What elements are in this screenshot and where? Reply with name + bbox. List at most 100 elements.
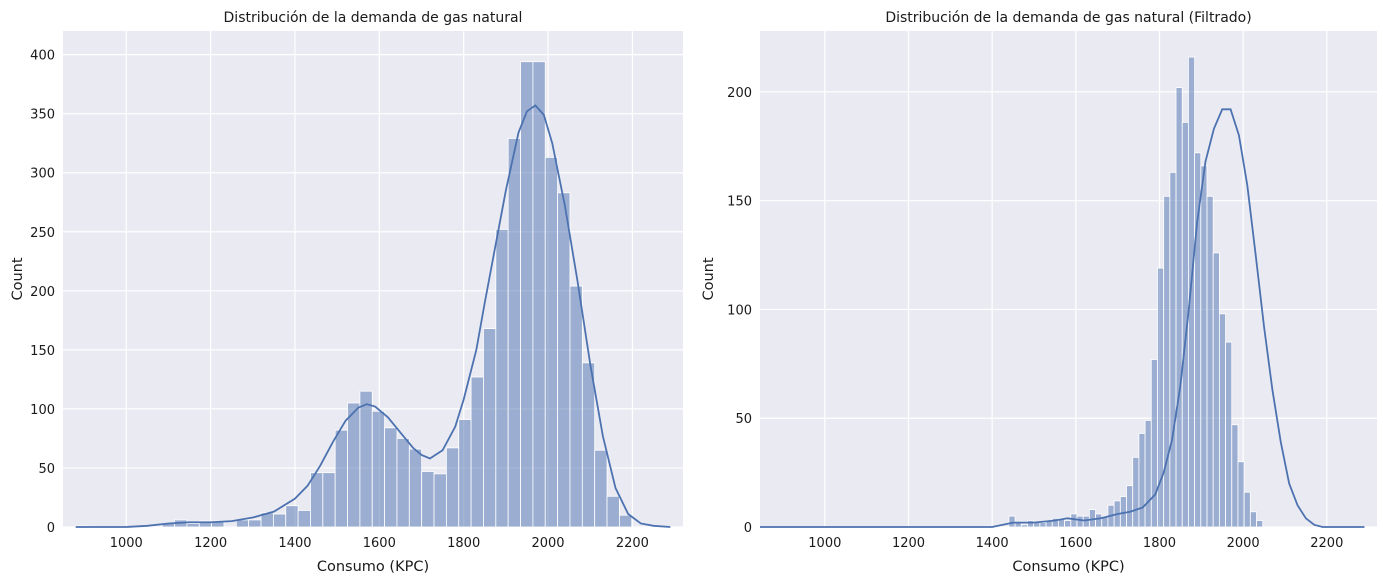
histogram-bar — [495, 228, 509, 528]
x-tick-label: 1000 — [110, 536, 143, 551]
histogram-bar — [594, 449, 608, 528]
y-tick-label: 200 — [30, 285, 55, 300]
histogram-bar — [334, 429, 348, 528]
histogram-bar — [470, 376, 484, 528]
y-tick-label: 100 — [727, 303, 752, 318]
x-tick-label: 1200 — [194, 536, 227, 551]
chart-title: Distribución de la demanda de gas natura… — [224, 10, 523, 26]
y-axis-label: Count — [701, 257, 717, 300]
histogram-bar — [1126, 485, 1134, 528]
histogram-bar — [483, 328, 497, 528]
chart-panel-1: 1000 1200 1400 1600 1800 2000 2200 0 50 100 150 200… — [10, 10, 683, 575]
histogram-bar — [1249, 511, 1257, 528]
histogram-bar — [1138, 433, 1146, 528]
histogram-bar — [1169, 172, 1177, 528]
histogram-bar — [1163, 195, 1171, 528]
histogram-bar — [557, 192, 571, 528]
x-tick-label: 1200 — [892, 536, 925, 551]
histogram-bar — [1144, 420, 1152, 528]
histogram-bar — [408, 448, 423, 528]
histogram-bar — [396, 438, 410, 528]
x-tick-label: 1800 — [447, 536, 480, 551]
y-tick-label: 150 — [30, 344, 55, 359]
plot-area — [760, 31, 1377, 527]
histogram-bar — [1200, 165, 1208, 528]
histogram-bar — [1027, 520, 1035, 528]
histogram-bar — [1188, 56, 1196, 528]
y-tick-label: 250 — [30, 226, 55, 241]
histogram-bar — [1175, 87, 1183, 528]
histogram-bar — [272, 513, 287, 528]
histogram-bar — [1020, 524, 1028, 528]
histogram-bar — [1070, 513, 1078, 528]
chart-panel-2: 1000 1200 1400 1600 1800 2000 2200 0 50 100 150 200… — [701, 10, 1377, 575]
histogram-bar — [297, 510, 311, 528]
kde-curve — [75, 104, 671, 528]
kde-curve — [760, 108, 1365, 528]
histogram-bar — [1231, 424, 1239, 528]
histogram-bar — [544, 156, 559, 528]
histogram-bar — [1225, 341, 1233, 528]
histogram-bar — [310, 472, 324, 528]
histogram-bar — [1237, 461, 1245, 528]
histogram-bar — [1082, 515, 1090, 528]
histogram-bar — [1039, 522, 1047, 528]
histogram-bar — [1095, 513, 1103, 528]
histogram-bar — [371, 410, 385, 528]
x-tick-label: 2000 — [531, 536, 564, 551]
x-tick-label: 2000 — [1227, 536, 1260, 551]
histogram-bar — [1132, 456, 1140, 528]
histogram-bar — [322, 472, 336, 528]
histogram-bar — [1256, 520, 1264, 528]
histogram-bar — [458, 419, 472, 528]
y-tick-label: 300 — [30, 167, 55, 182]
x-tick-label: 1800 — [1143, 536, 1176, 551]
histogram-bar — [1212, 252, 1220, 528]
histogram-bar — [445, 447, 460, 528]
histogram-bar — [1008, 515, 1016, 528]
histogram-bar — [1150, 359, 1158, 528]
y-tick-label: 0 — [744, 521, 752, 536]
y-tick-label: 50 — [735, 412, 752, 427]
y-tick-label: 350 — [30, 108, 55, 123]
y-tick-label: 50 — [38, 462, 55, 477]
y-tick-label: 100 — [30, 403, 55, 418]
histogram-bar — [384, 427, 398, 528]
histogram-bar — [569, 285, 583, 528]
histogram-bar — [1243, 491, 1251, 528]
histogram-bar — [421, 471, 435, 528]
histogram-bar — [235, 519, 250, 528]
x-tick-label: 1600 — [1059, 536, 1092, 551]
histogram-bar — [433, 473, 447, 528]
y-axis-label: Count — [10, 257, 26, 300]
histogram-bar — [347, 402, 361, 528]
x-tick-label: 1600 — [363, 536, 396, 551]
y-tick-label: 0 — [47, 521, 55, 536]
histogram-bar — [1206, 195, 1214, 528]
histogram-bar — [581, 362, 596, 528]
x-axis-label: Consumo (KPC) — [317, 559, 429, 575]
y-tick-label: 400 — [30, 49, 55, 64]
y-tick-label: 150 — [727, 195, 752, 210]
y-tick-label: 200 — [727, 86, 752, 101]
x-tick-label: 1000 — [808, 536, 841, 551]
histogram-bar — [532, 61, 546, 528]
histogram-bar — [618, 514, 633, 528]
histogram-bar — [359, 390, 373, 528]
x-tick-label: 2200 — [616, 536, 649, 551]
x-axis-label: Consumo (KPC) — [1012, 559, 1124, 575]
x-tick-label: 2200 — [1310, 536, 1343, 551]
histogram-bar — [1218, 313, 1226, 528]
x-tick-label: 1400 — [278, 536, 311, 551]
histogram-bar — [1076, 515, 1084, 528]
histogram-bar — [507, 138, 521, 528]
x-tick-label: 1400 — [976, 536, 1009, 551]
histogram-bar — [520, 61, 534, 528]
histogram-bar — [606, 495, 620, 528]
histogram-bar — [1064, 520, 1072, 528]
histogram-bar — [248, 519, 262, 528]
histogram-bar — [186, 523, 200, 528]
chart-title: Distribución de la demanda de gas natura… — [885, 10, 1251, 26]
histogram-bar — [285, 505, 299, 528]
